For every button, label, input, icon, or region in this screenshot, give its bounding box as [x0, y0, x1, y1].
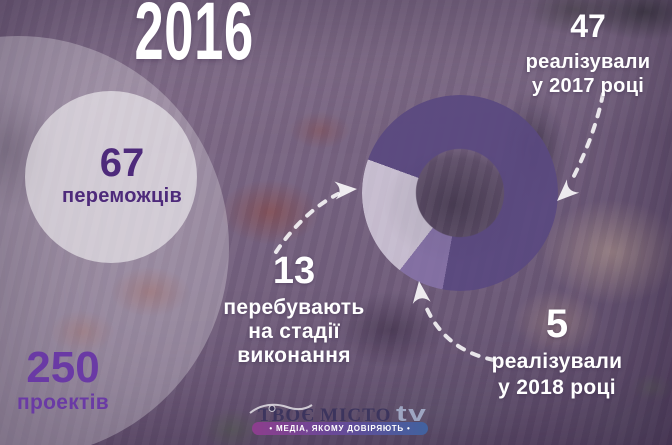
realized-2018-line2: у 2018 році	[498, 376, 616, 400]
projects-label: проектів	[17, 391, 109, 414]
stat-projects: 250 проектів	[0, 343, 126, 414]
realized-2018-label: реалізували у 2018 році	[464, 349, 650, 402]
stat-realized-2018: 5 реалізували у 2018 році	[464, 304, 650, 402]
logo-tv-suffix: tv	[396, 401, 428, 426]
in-progress-line1: перебувають	[223, 296, 365, 319]
winners-label: переможців	[61, 185, 183, 207]
logo-tagline-banner: • МЕДІА, ЯКОМУ ДОВІРЯЮТЬ •	[252, 422, 428, 435]
realized-2018-value: 5	[545, 302, 569, 346]
realized-2017-value: 47	[570, 8, 606, 44]
in-progress-value: 13	[272, 250, 316, 292]
donut-chart	[362, 95, 558, 291]
realized-2017-label: реалізували у 2017 році	[500, 50, 672, 99]
in-progress-label: перебувають на стадії виконання	[200, 296, 388, 368]
realized-2018-line1: реалізували	[491, 350, 623, 373]
realized-2017-line2: у 2017 році	[531, 75, 645, 98]
tvoemisto-logo: ТВОЄ МІСТО tv	[246, 401, 430, 426]
realized-2017-line1: реалізували	[525, 51, 651, 73]
stat-winners: 67 переможців	[38, 143, 206, 206]
winners-value: 67	[99, 141, 145, 185]
year-title: 2016	[134, 0, 254, 77]
in-progress-line2: на стадії	[248, 320, 340, 344]
in-progress-line3: виконання	[237, 344, 351, 368]
logo-word-misto: МІСТО	[320, 405, 392, 426]
stat-in-progress: 13 перебувають на стадії виконання	[200, 252, 388, 368]
projects-value: 250	[26, 343, 100, 392]
stat-realized-2017: 47 реалізували у 2017 році	[500, 10, 672, 99]
decorative-circle-winners	[25, 91, 197, 263]
logo-eye-icon	[249, 403, 313, 414]
